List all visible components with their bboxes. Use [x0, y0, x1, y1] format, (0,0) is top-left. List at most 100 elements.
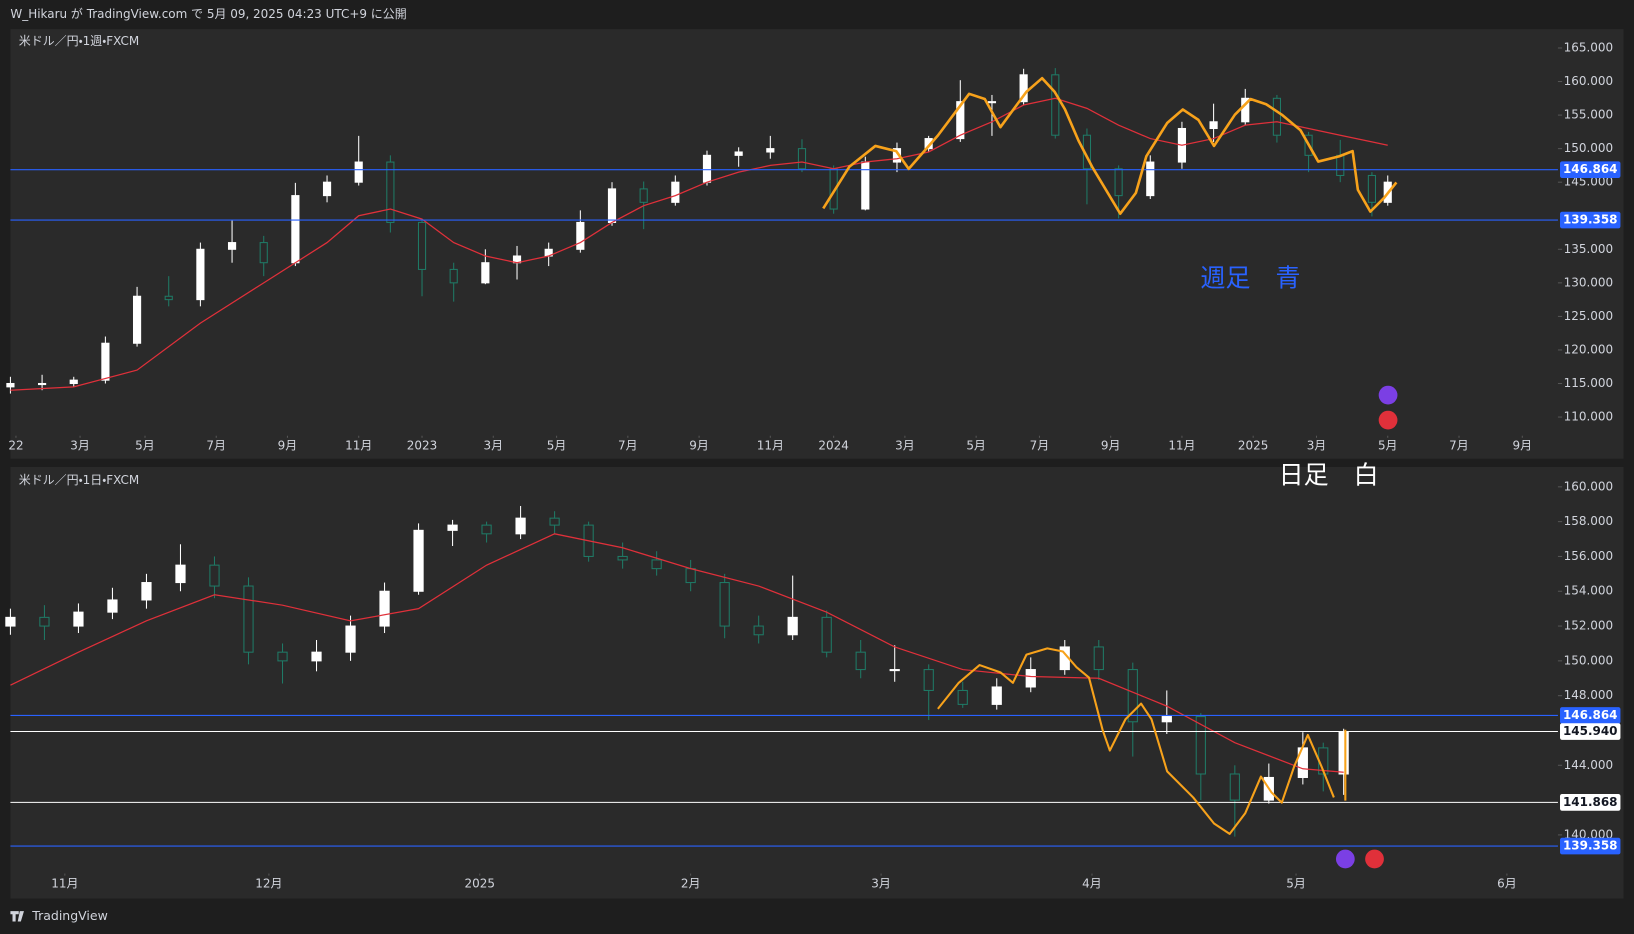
y-tick-label: 165.000	[1564, 40, 1613, 54]
price-label-box	[1560, 723, 1621, 740]
y-tick-label: 135.000	[1564, 242, 1613, 256]
candle-body	[311, 651, 322, 662]
price-label: 139.358	[1563, 213, 1618, 227]
y-tick-label: 130.000	[1564, 275, 1613, 289]
event-icon[interactable]	[1365, 849, 1384, 869]
candle-body	[576, 221, 585, 250]
chart-title: 米ドル／円・1日・FXCM	[19, 473, 139, 487]
y-tick-label: 115.000	[1564, 376, 1613, 390]
x-tick-label: 5月	[547, 439, 567, 453]
candle-body	[753, 625, 764, 636]
x-tick-label: 2024	[818, 439, 848, 453]
candle-body	[481, 524, 492, 535]
price-label: 139.358	[1563, 839, 1618, 853]
x-tick-label: 2025	[465, 876, 495, 890]
candle-body	[69, 379, 78, 385]
y-tick-label: 125.000	[1564, 309, 1613, 323]
y-tick-label: 150.000	[1564, 653, 1613, 667]
x-tick-label: 5月	[135, 439, 155, 453]
candle-body	[5, 616, 16, 627]
x-tick-label: 9月	[689, 439, 709, 453]
x-tick-label: 5月	[966, 439, 986, 453]
candle-body	[1229, 773, 1240, 801]
y-tick-label: 145.000	[1564, 175, 1613, 189]
candle-body	[1019, 74, 1028, 103]
candle-body	[685, 568, 696, 584]
x-tick-label: 7月	[618, 439, 638, 453]
price-label: 145.940	[1563, 724, 1618, 738]
candle-body	[132, 295, 142, 344]
price-label-box	[1560, 161, 1621, 179]
header-text: W_Hikaru が TradingView.com で 5月 09, 2025…	[10, 6, 406, 21]
candle-body	[141, 582, 152, 601]
price-label-box	[1560, 211, 1621, 229]
x-tick-label: 4月	[1082, 876, 1102, 890]
y-tick-label: 158.000	[1564, 514, 1613, 528]
price-label-box	[1560, 837, 1621, 855]
candle-body	[719, 582, 730, 627]
x-tick-label: 3月	[895, 439, 915, 453]
y-tick-label: 155.000	[1564, 108, 1613, 122]
y-tick-label: 150.000	[1564, 141, 1613, 155]
x-tick-label: 9月	[278, 439, 298, 453]
drawing-weekly	[822, 76, 1398, 215]
candle-body	[449, 268, 458, 284]
candle-body	[322, 181, 332, 197]
footer-text: TradingView	[31, 908, 108, 923]
y-tick-label: 156.000	[1564, 549, 1613, 563]
candle-body	[639, 188, 648, 203]
candle-body	[1093, 646, 1104, 671]
candle-body	[354, 161, 363, 183]
price-label-box	[1560, 707, 1621, 724]
candle-body	[209, 564, 220, 587]
candle-body	[1161, 716, 1172, 723]
x-tick-label: 2月	[681, 876, 701, 890]
candle-body	[1051, 74, 1060, 136]
event-icon[interactable]	[1335, 849, 1355, 869]
x-tick-label: 11月	[51, 876, 78, 890]
candle-body	[1241, 97, 1250, 123]
candle-body	[413, 529, 424, 592]
x-tick-label: 7月	[206, 439, 226, 453]
event-icon[interactable]	[1378, 385, 1398, 405]
candle-body	[38, 382, 47, 386]
x-tick-label: 5月	[1286, 876, 1306, 890]
x-tick-label: 3月	[70, 439, 90, 453]
x-tick-label: 9月	[1513, 439, 1533, 453]
candle-body	[345, 625, 356, 653]
candle-body	[101, 342, 110, 381]
x-tick-label: 11月	[757, 439, 784, 453]
candle-body	[227, 242, 237, 250]
candle-body	[787, 616, 798, 636]
candle-body	[291, 195, 300, 264]
x-tick-label: 2023	[407, 439, 437, 453]
candle-body	[821, 616, 832, 653]
candle-body	[417, 221, 427, 270]
event-icon[interactable]	[1378, 410, 1398, 430]
y-tick-label: 160.000	[1564, 74, 1613, 88]
candle-body	[991, 686, 1002, 705]
candle-body	[861, 161, 870, 210]
candle-body	[651, 559, 662, 570]
candle-body	[39, 616, 50, 627]
candle-body	[855, 651, 866, 671]
x-tick-label: 3月	[483, 439, 503, 453]
candle-body	[1114, 168, 1123, 197]
candle-body	[1127, 669, 1138, 723]
moving-average	[10, 97, 1388, 391]
y-tick-label: 144.000	[1564, 758, 1613, 772]
x-tick-label: 7月	[1030, 439, 1050, 453]
annotation: 日足 白	[1279, 460, 1379, 489]
y-tick-label: 148.000	[1564, 688, 1613, 702]
candle-body	[549, 517, 560, 526]
price-label: 146.864	[1563, 708, 1618, 722]
x-tick-label: 3月	[871, 876, 891, 890]
candle-body	[379, 590, 390, 627]
y-tick-label: 110.000	[1564, 410, 1613, 424]
x-tick-label: 11月	[345, 439, 372, 453]
price-label-box	[1560, 794, 1621, 811]
y-tick-label: 120.000	[1564, 342, 1613, 356]
x-tick-label: 7月	[1449, 439, 1469, 453]
